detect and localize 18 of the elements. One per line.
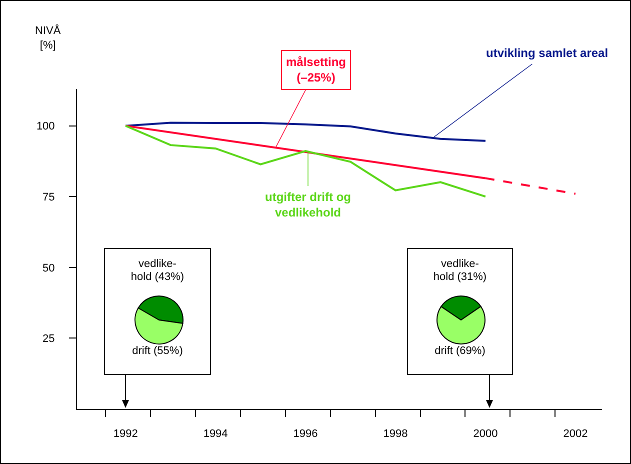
y-tick-label: 100 <box>36 120 55 133</box>
x-tick-label: 1994 <box>203 428 228 440</box>
text: utvikling samlet areal <box>486 46 608 60</box>
x-tick-label: 1992 <box>113 428 138 440</box>
y-tick-label: 50 <box>42 262 55 274</box>
text: målsetting (–25%) <box>286 55 346 85</box>
y-tick-label: 25 <box>42 333 55 346</box>
slice-label: vedlike- hold (31%) <box>432 258 488 284</box>
y-tick-label: 75 <box>42 191 55 204</box>
slice-label: vedlike- hold (43%) <box>130 258 186 284</box>
x-tick-label: 2002 <box>563 428 588 440</box>
x-tick-label: 1998 <box>383 428 408 440</box>
y-axis-title: NIVÅ [%] <box>35 24 62 52</box>
slice-label: drift (69%) <box>434 345 486 358</box>
slice-label: drift (55%) <box>131 345 184 358</box>
series-label: utgifter drift og vedlikehold <box>265 190 351 220</box>
x-tick-label: 1996 <box>293 428 318 440</box>
x-tick-label: 2000 <box>473 428 498 440</box>
